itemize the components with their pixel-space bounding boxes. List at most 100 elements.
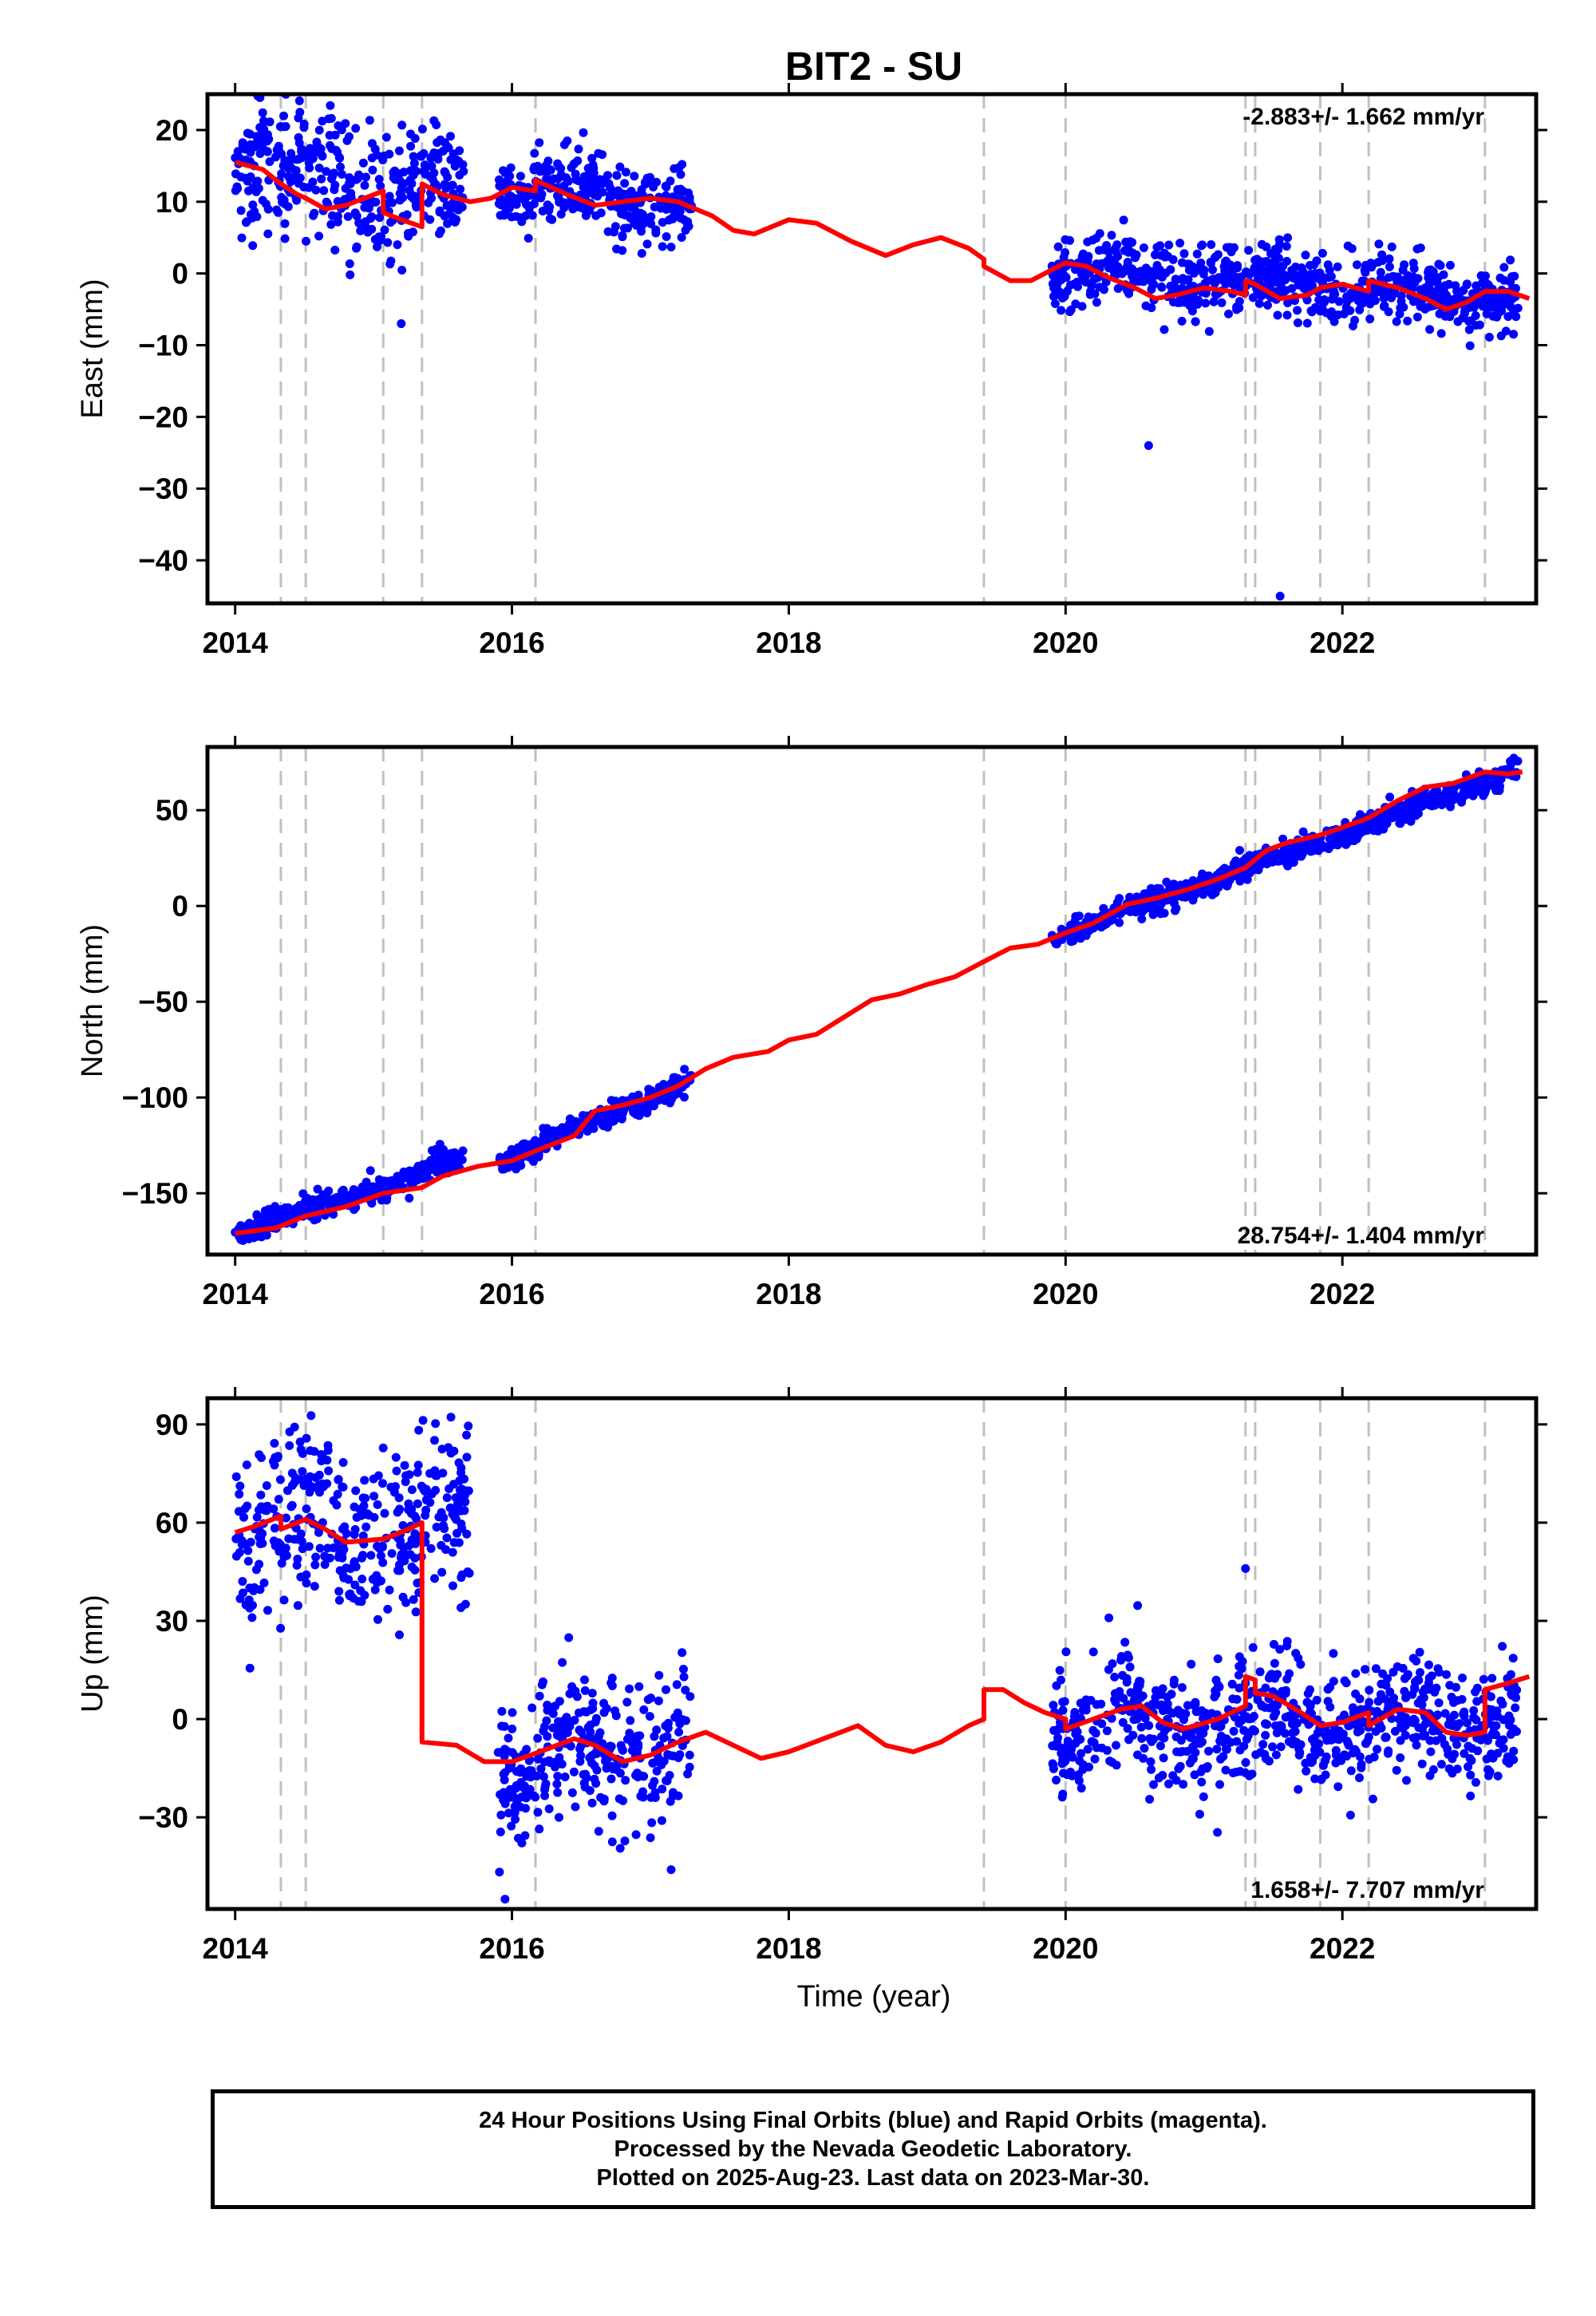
east-data-point — [358, 158, 368, 168]
up-data-point — [654, 1670, 664, 1680]
up-data-point — [1326, 1735, 1336, 1745]
east-frame — [205, 92, 1539, 606]
north-data-point — [249, 1233, 259, 1243]
east-data-point — [231, 169, 240, 179]
east-data-point — [1302, 295, 1312, 305]
up-data-point — [243, 1556, 253, 1566]
up-data-point — [1369, 1753, 1379, 1762]
east-data-point — [502, 176, 512, 186]
north-model-line — [235, 769, 1523, 1236]
up-data-point — [1345, 1721, 1354, 1730]
up-data-point — [1239, 1741, 1249, 1751]
east-data-point — [319, 186, 329, 196]
east-data-point — [1207, 240, 1216, 249]
up-data-point — [1341, 1678, 1351, 1688]
up-data-point — [251, 1565, 261, 1575]
up-data-point — [1262, 1720, 1272, 1729]
up-data-point — [1067, 1750, 1076, 1760]
north-data-point — [603, 1113, 612, 1123]
up-data-point — [1434, 1667, 1444, 1677]
up-data-point — [504, 1808, 513, 1818]
east-data-point — [1465, 341, 1475, 350]
east-data-point — [1104, 257, 1114, 267]
up-data-point — [539, 1772, 548, 1781]
east-data-point — [1125, 237, 1135, 247]
east-data-point — [419, 167, 429, 176]
east-data-point — [1511, 312, 1521, 322]
up-data-point — [1163, 1699, 1172, 1709]
east-data-point — [670, 164, 679, 173]
east-data-point — [1400, 260, 1409, 270]
up-data-point — [391, 1452, 401, 1462]
up-data-point — [1361, 1665, 1370, 1674]
east-data-point — [322, 167, 331, 176]
east-data-point — [1384, 307, 1393, 317]
east-data-point — [1306, 278, 1315, 287]
up-data-point — [302, 1504, 311, 1514]
up-data-point — [505, 1792, 515, 1802]
up-data-point — [448, 1547, 457, 1557]
up-data-point — [451, 1493, 460, 1503]
east-data-point — [1496, 331, 1506, 341]
north-data-point — [1235, 846, 1244, 855]
up-data-point — [1235, 1683, 1244, 1693]
up-data-point — [1488, 1753, 1498, 1763]
east-data-point — [1094, 246, 1104, 255]
north-data-point — [666, 1098, 675, 1108]
up-data-point — [1269, 1639, 1278, 1649]
up-data-point — [1473, 1746, 1483, 1756]
east-data-point — [1387, 242, 1396, 251]
up-data-point — [238, 1577, 247, 1586]
up-data-point — [1306, 1701, 1315, 1711]
up-data-point — [1368, 1794, 1377, 1804]
north-data-point — [1148, 901, 1157, 911]
east-data-point — [407, 179, 417, 188]
up-data-point — [497, 1706, 507, 1716]
east-data-point — [1111, 243, 1120, 253]
east-data-point — [396, 188, 405, 197]
up-data-point — [334, 1475, 343, 1484]
up-data-point — [1215, 1737, 1225, 1746]
up-data-point — [564, 1633, 574, 1642]
up-data-point — [1108, 1659, 1117, 1669]
east-data-point — [547, 215, 557, 224]
up-data-point — [639, 1705, 649, 1714]
east-data-point — [1124, 245, 1133, 255]
north-rate-label: 28.754+/- 1.404 mm/yr — [1238, 1223, 1485, 1249]
east-data-point — [1385, 254, 1394, 263]
up-data-point — [1390, 1726, 1400, 1736]
north-data-point — [1175, 880, 1185, 890]
up-data-point — [1271, 1750, 1281, 1760]
east-data-point — [529, 165, 539, 175]
up-data-point — [1355, 1773, 1364, 1783]
east-data-point — [279, 111, 288, 121]
east-data-point — [538, 207, 547, 215]
up-data-point — [462, 1452, 472, 1462]
up-data-point — [1073, 1727, 1082, 1737]
east-data-point — [587, 172, 596, 181]
up-data-point — [350, 1525, 360, 1534]
up-data-point — [1276, 1742, 1286, 1752]
east-data-point — [1462, 279, 1472, 289]
up-data-point — [410, 1565, 420, 1575]
east-data-point — [1499, 275, 1509, 285]
footer-line-plotted: Plotted on 2025-Aug-23. Last data on 202… — [596, 2165, 1150, 2191]
east-data-point — [446, 132, 455, 141]
east-data-point — [343, 211, 353, 221]
up-data-point — [1136, 1722, 1146, 1732]
up-data-point — [560, 1773, 570, 1781]
east-data-point — [1428, 275, 1438, 285]
east-data-point — [1129, 275, 1139, 284]
up-data-point — [1133, 1750, 1142, 1760]
north-data-point — [443, 1162, 452, 1172]
up-data-point — [1430, 1687, 1440, 1697]
up-data-point — [504, 1764, 514, 1773]
up-data-point — [275, 1547, 284, 1556]
north-data-point — [322, 1196, 331, 1205]
up-data-point — [1052, 1681, 1061, 1690]
east-data-point — [1273, 310, 1282, 320]
east-data-point — [1282, 242, 1291, 251]
east-data-point — [272, 205, 282, 215]
up-model-line — [234, 1513, 1531, 1765]
up-data-point — [393, 1508, 402, 1517]
